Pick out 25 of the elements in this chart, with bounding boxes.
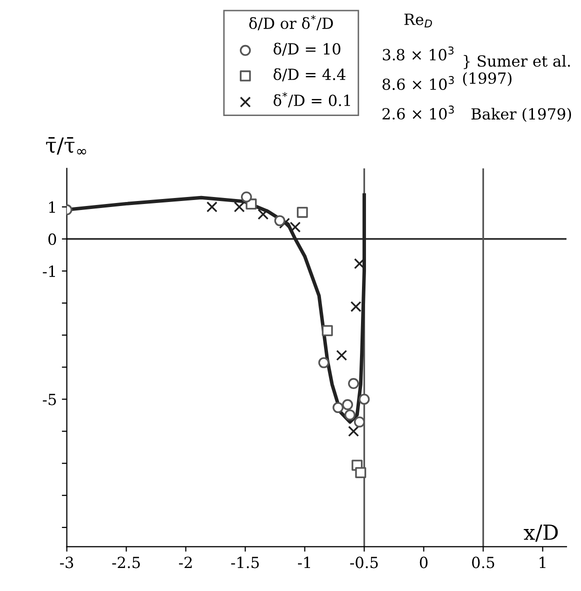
- x-tick-label: -0.5: [350, 556, 378, 568]
- x-tick-label: 0: [420, 556, 428, 568]
- legend-label: δ$^{*}$/D = 0.1: [274, 92, 350, 108]
- x-tick-label: 1: [540, 556, 546, 568]
- text: 8.6 × 10$^{3}$: [382, 76, 454, 90]
- x-tick-label: -1.5: [231, 556, 259, 568]
- x-axis-title: x/D: [524, 524, 558, 542]
- x-tick-label: -3: [60, 556, 74, 568]
- x-tick-label: -2: [179, 556, 192, 568]
- text: Re$_{D}$: [404, 14, 432, 28]
- legend-title: δ/D or δ$^{*}$/D: [249, 15, 333, 30]
- text: } Sumer et al. (1997): [463, 54, 570, 86]
- legend-label: δ/D = 10: [274, 42, 340, 56]
- y-tick-label: -5: [42, 394, 56, 406]
- x-tick-label: -2.5: [112, 556, 140, 568]
- text: 3.8 × 10$^{3}$: [382, 46, 454, 60]
- y-tick-label: -1: [42, 265, 55, 277]
- x-tick-label: 0.5: [472, 556, 494, 568]
- legend-label: δ/D = 4.4: [274, 68, 346, 82]
- text: Baker (1979): [471, 108, 571, 122]
- y-axis-title: τ̄/τ̄$_{∞}$: [46, 137, 86, 155]
- y-tick-label: 0: [48, 233, 56, 245]
- text: 2.6 × 10$^{3}$: [382, 106, 454, 120]
- x-tick-label: -1: [298, 556, 310, 568]
- y-tick-label: 1: [49, 201, 55, 213]
